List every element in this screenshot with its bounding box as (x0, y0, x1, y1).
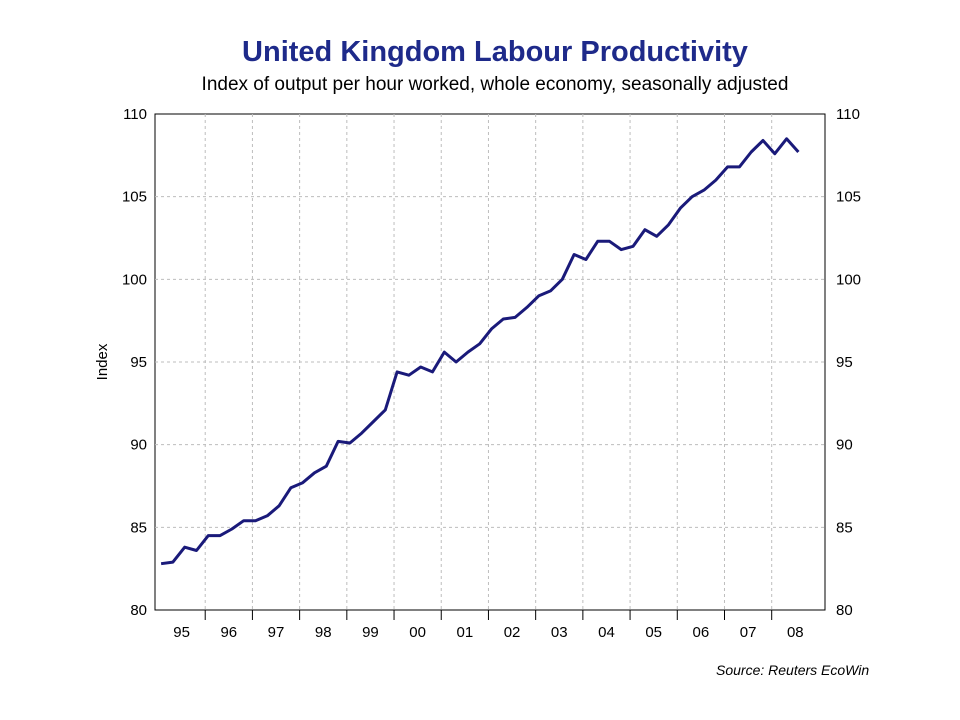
x-tick-label: 00 (409, 624, 426, 641)
y-tick-label-right: 90 (836, 437, 853, 454)
y-tick-label-left: 105 (122, 189, 147, 206)
y-axis-right: 80 85 90 95 100 105 110 (836, 106, 861, 619)
y-tick-label-left: 85 (130, 519, 147, 536)
x-tick-label: 01 (457, 624, 474, 641)
x-tick-label: 06 (693, 624, 710, 641)
x-tick-label: 02 (504, 624, 521, 641)
y-tick-label-right: 100 (836, 271, 861, 288)
y-tick-label-right: 110 (836, 106, 860, 123)
y-tick-label-right: 85 (836, 519, 853, 536)
y-tick-label-right: 80 (836, 602, 853, 619)
x-tick-label: 97 (268, 624, 285, 641)
y-tick-label-left: 80 (130, 602, 147, 619)
x-tick-label: 04 (598, 624, 615, 641)
x-tick-label: 95 (173, 624, 190, 641)
y-tick-label-left: 100 (122, 271, 147, 288)
y-tick-label-left: 110 (123, 106, 147, 123)
x-tick-label: 07 (740, 624, 757, 641)
y-tick-label-left: 95 (130, 354, 147, 371)
y-tick-label-right: 105 (836, 189, 861, 206)
gridlines (155, 114, 825, 610)
y-axis-label: Index (94, 343, 111, 380)
x-tick-label: 08 (787, 624, 804, 641)
y-tick-label-left: 90 (130, 437, 147, 454)
series-line (160, 137, 800, 566)
chart-title: United Kingdom Labour Productivity (242, 36, 748, 68)
chart-subtitle: Index of output per hour worked, whole e… (201, 74, 789, 95)
x-axis: 95 96 97 98 99 00 01 02 03 04 05 06 07 08 (173, 610, 804, 641)
x-tick-label: 98 (315, 624, 332, 641)
source-note: Source: Reuters EcoWin (716, 662, 870, 678)
x-tick-label: 96 (220, 624, 237, 641)
y-axis-left: 80 85 90 95 100 105 110 (122, 106, 147, 619)
y-tick-label-right: 95 (836, 354, 853, 371)
series-group (160, 137, 800, 566)
x-tick-label: 03 (551, 624, 568, 641)
x-tick-label: 99 (362, 624, 379, 641)
x-tick-label: 05 (645, 624, 662, 641)
